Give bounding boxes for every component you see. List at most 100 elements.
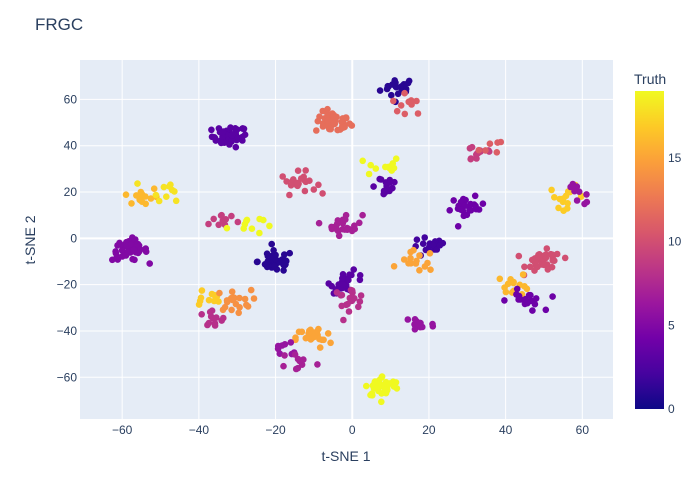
data-point[interactable]: [529, 307, 536, 314]
data-point[interactable]: [196, 297, 204, 305]
data-point[interactable]: [388, 91, 395, 99]
data-point[interactable]: [291, 351, 299, 358]
data-point[interactable]: [544, 266, 552, 273]
data-point[interactable]: [310, 333, 318, 340]
data-point[interactable]: [521, 263, 528, 271]
data-point[interactable]: [204, 321, 211, 329]
data-point[interactable]: [241, 131, 249, 138]
data-point[interactable]: [374, 383, 382, 391]
data-point[interactable]: [337, 292, 345, 299]
data-point[interactable]: [497, 138, 505, 146]
data-point[interactable]: [227, 124, 234, 131]
data-point[interactable]: [513, 285, 521, 293]
data-point[interactable]: [365, 170, 373, 178]
data-point[interactable]: [376, 87, 384, 94]
data-point[interactable]: [315, 181, 322, 189]
data-point[interactable]: [363, 382, 370, 390]
data-point[interactable]: [426, 250, 434, 257]
data-point[interactable]: [243, 301, 250, 309]
data-point[interactable]: [457, 206, 465, 213]
data-point[interactable]: [468, 143, 476, 151]
data-point[interactable]: [292, 365, 300, 373]
data-point[interactable]: [247, 286, 255, 294]
data-point[interactable]: [268, 240, 276, 248]
data-point[interactable]: [283, 178, 290, 185]
data-point[interactable]: [316, 344, 324, 351]
data-point[interactable]: [378, 398, 385, 406]
data-point[interactable]: [583, 191, 590, 198]
data-point[interactable]: [234, 218, 242, 226]
data-point[interactable]: [319, 190, 326, 197]
data-point[interactable]: [348, 271, 355, 279]
data-point[interactable]: [160, 183, 168, 191]
data-point[interactable]: [377, 176, 385, 183]
data-point[interactable]: [297, 175, 305, 182]
data-point[interactable]: [208, 290, 216, 298]
data-point[interactable]: [454, 223, 462, 230]
data-point[interactable]: [250, 295, 258, 302]
data-point[interactable]: [342, 216, 349, 223]
data-point[interactable]: [234, 134, 242, 141]
data-point[interactable]: [501, 297, 508, 304]
data-point[interactable]: [404, 79, 412, 87]
data-point[interactable]: [198, 311, 205, 318]
data-point[interactable]: [221, 303, 229, 311]
data-point[interactable]: [163, 193, 170, 200]
data-point[interactable]: [350, 266, 358, 273]
data-point[interactable]: [401, 89, 408, 97]
data-point[interactable]: [217, 139, 225, 147]
data-point[interactable]: [253, 258, 261, 266]
data-point[interactable]: [232, 143, 240, 151]
data-point[interactable]: [555, 204, 562, 212]
data-point[interactable]: [138, 198, 146, 205]
data-point[interactable]: [380, 187, 388, 195]
data-point[interactable]: [472, 202, 479, 210]
data-point[interactable]: [389, 81, 396, 88]
data-point[interactable]: [286, 249, 294, 257]
data-point[interactable]: [147, 195, 155, 202]
data-point[interactable]: [301, 187, 309, 195]
data-point[interactable]: [346, 120, 354, 127]
data-point[interactable]: [525, 291, 533, 299]
data-point[interactable]: [526, 263, 534, 271]
data-point[interactable]: [351, 222, 358, 229]
data-point[interactable]: [198, 287, 206, 294]
data-point[interactable]: [324, 117, 332, 124]
data-point[interactable]: [355, 303, 362, 311]
data-point[interactable]: [287, 182, 295, 189]
data-point[interactable]: [547, 250, 555, 258]
data-point[interactable]: [306, 177, 313, 184]
data-point[interactable]: [378, 373, 386, 380]
data-point[interactable]: [348, 297, 356, 305]
data-point[interactable]: [507, 276, 514, 283]
data-point[interactable]: [561, 254, 569, 262]
data-point[interactable]: [345, 308, 353, 315]
data-point[interactable]: [150, 185, 158, 192]
data-point[interactable]: [335, 232, 343, 240]
data-point[interactable]: [109, 256, 116, 264]
data-point[interactable]: [256, 229, 263, 237]
data-point[interactable]: [521, 283, 528, 290]
data-point[interactable]: [429, 241, 437, 249]
data-point[interactable]: [217, 212, 225, 219]
data-point[interactable]: [216, 289, 223, 297]
data-point[interactable]: [548, 186, 555, 194]
data-point[interactable]: [128, 200, 135, 207]
data-point[interactable]: [475, 146, 483, 154]
data-point[interactable]: [338, 302, 346, 310]
data-point[interactable]: [243, 217, 250, 225]
data-point[interactable]: [264, 258, 272, 265]
data-point[interactable]: [142, 245, 149, 252]
data-point[interactable]: [359, 211, 366, 219]
data-point[interactable]: [138, 190, 146, 198]
data-point[interactable]: [205, 220, 212, 228]
data-point[interactable]: [427, 266, 434, 274]
data-point[interactable]: [219, 128, 227, 136]
data-point[interactable]: [112, 249, 120, 257]
data-point[interactable]: [208, 307, 216, 315]
data-point[interactable]: [390, 263, 398, 270]
data-point[interactable]: [372, 165, 380, 172]
data-point[interactable]: [286, 191, 293, 199]
data-point[interactable]: [228, 212, 235, 220]
data-point[interactable]: [400, 256, 408, 263]
